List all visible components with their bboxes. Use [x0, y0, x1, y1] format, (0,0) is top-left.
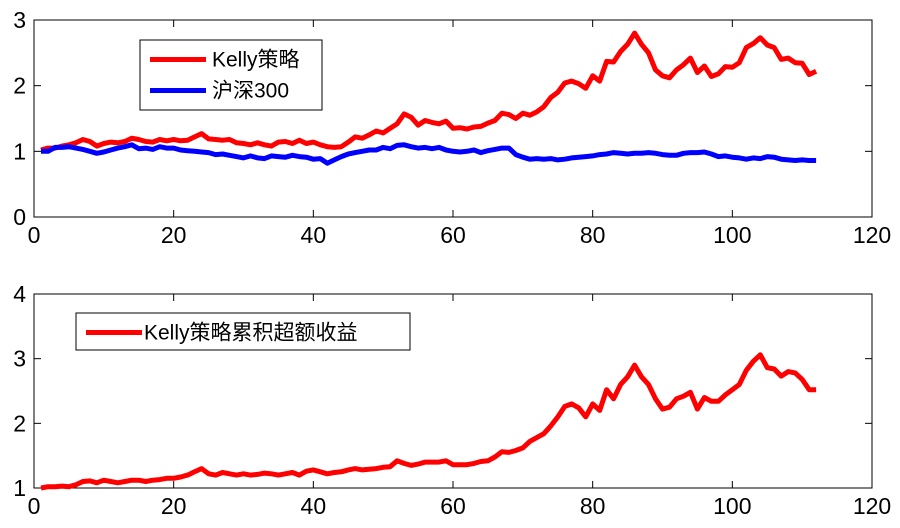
x-tick-label: 40	[301, 222, 327, 248]
y-tick-label: 3	[13, 7, 26, 33]
series-line-0	[40, 352, 817, 491]
x-tick-label: 80	[580, 493, 606, 519]
y-tick-label: 0	[13, 204, 26, 230]
x-tick-label: 20	[161, 222, 187, 248]
x-tick-label: 80	[580, 222, 606, 248]
bottom-chart: 0 20 40 60 80 100 120 1 2 3 4 Kelly策略累积超额收益	[13, 281, 891, 519]
legend: Kelly策略累积超额收益	[75, 312, 411, 351]
y-tick-label: 2	[13, 73, 26, 99]
legend-box	[139, 39, 323, 111]
x-tick-label: 0	[28, 493, 41, 519]
series-line-0	[40, 30, 818, 153]
x-tick-label: 60	[440, 222, 466, 248]
legend-label-1: 沪深300	[212, 80, 289, 103]
y-tick-label: 2	[13, 410, 26, 436]
x-tick-label: 0	[28, 222, 41, 248]
legend-label-0: Kelly策略	[212, 49, 300, 72]
legend-label-0: Kelly策略累积超额收益	[144, 322, 358, 345]
y-tick-label: 3	[13, 346, 26, 372]
y-tick-label: 4	[13, 281, 26, 307]
x-tick-label: 120	[853, 222, 891, 248]
y-tick-label: 1	[13, 475, 26, 501]
x-tick-label: 100	[713, 222, 751, 248]
x-tick-label: 40	[301, 493, 327, 519]
x-tick-label: 20	[161, 493, 187, 519]
x-tick-label: 120	[853, 493, 891, 519]
series-line-1	[41, 142, 817, 166]
x-tick-label: 60	[440, 493, 466, 519]
x-tick-label: 100	[713, 493, 751, 519]
y-tick-label: 1	[13, 138, 26, 164]
